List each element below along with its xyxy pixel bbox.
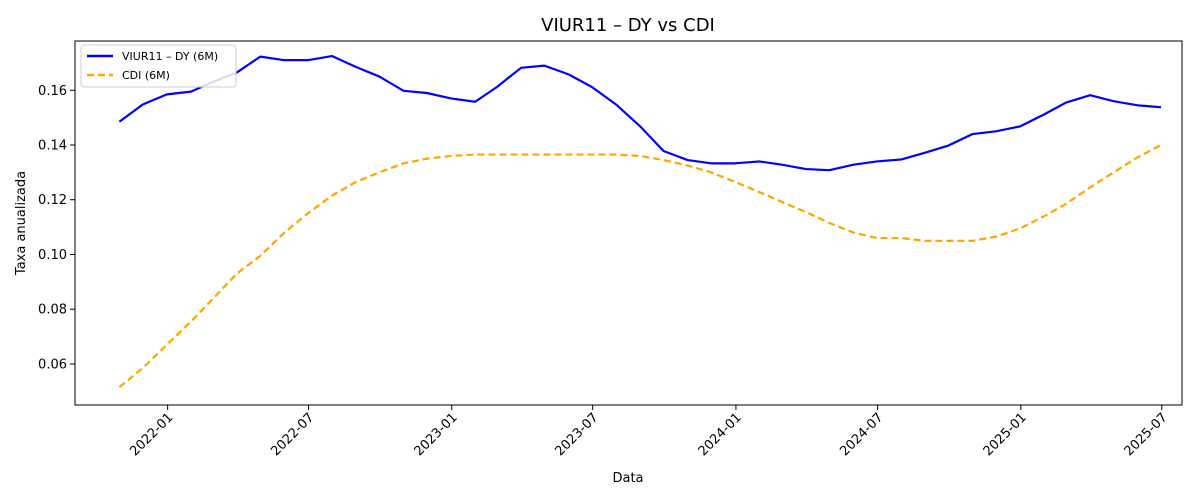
y-tick-label: 0.12 [38, 193, 67, 208]
y-tick-label: 0.08 [38, 303, 67, 318]
y-axis-title: Taxa anualizada [14, 171, 29, 276]
y-tick-label: 0.14 [38, 139, 67, 154]
x-axis-title: Data [612, 471, 643, 486]
y-axis-ticks: 0.06 0.08 0.10 0.12 0.14 0.16 [38, 84, 75, 372]
y-tick-label: 0.16 [38, 84, 67, 99]
plot-frame [74, 40, 1183, 406]
y-tick-label: 0.10 [38, 248, 67, 263]
series-line-1 [118, 144, 1162, 389]
legend-box [80, 44, 237, 88]
legend-label-cdi: CDI (6M) [122, 69, 170, 82]
y-tick-label: 0.06 [38, 357, 67, 372]
series-layer [118, 54, 1162, 389]
legend-label-dy: VIUR11 – DY (6M) [122, 50, 218, 63]
chart-title: VIUR11 – DY vs CDI [541, 15, 715, 36]
legend: VIUR11 – DY (6M) CDI (6M) [80, 44, 237, 88]
series-line-0 [118, 54, 1162, 172]
